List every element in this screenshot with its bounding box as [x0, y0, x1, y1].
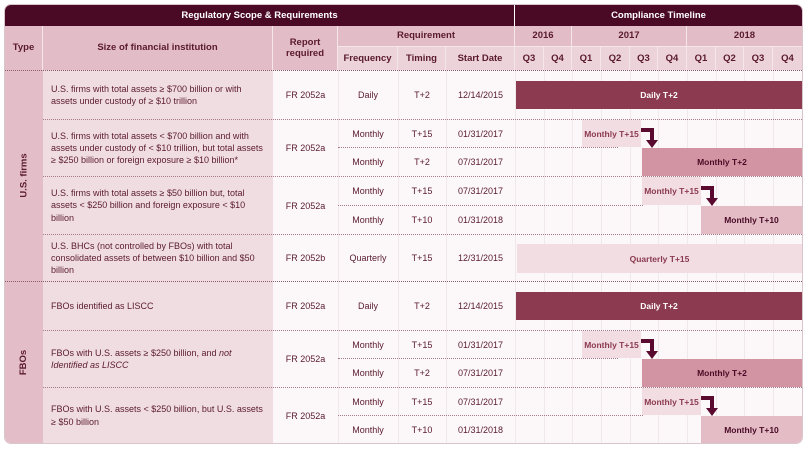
size-description: FBOs with U.S. assets < $250 billion, bu… [51, 404, 263, 427]
timeline-bar-monthly-t2: Monthly T+2 [642, 148, 802, 176]
quarter-header: Q4 [773, 47, 802, 70]
frequency: Monthly [352, 368, 384, 378]
timeline-bar-daily-t2: Daily T+2 [516, 81, 802, 109]
timing: T+2 [414, 157, 430, 167]
report-required: FR 2052a [285, 200, 326, 211]
size-description: FBOs with U.S. assets ≥ $250 billion, an… [51, 347, 232, 370]
timeline-bar-daily-t2: Daily T+2 [516, 292, 802, 320]
quarter-header: Q4 [658, 47, 687, 70]
timeline-title: Compliance Timeline [515, 5, 802, 26]
timing: T+10 [411, 424, 433, 435]
timing: T+2 [414, 368, 430, 378]
report-required: FR 2052a [285, 143, 326, 153]
frequency: Monthly [352, 128, 384, 139]
start-date: 12/14/2015 [457, 90, 504, 100]
quarter-header: Q3 [515, 47, 544, 70]
report-required: FR 2052a [285, 354, 326, 364]
frequency: Monthly [352, 215, 384, 225]
size-description: U.S. firms with total assets < $700 bill… [51, 130, 263, 166]
frequency: Monthly [352, 339, 384, 350]
frequency: Monthly [352, 424, 384, 435]
start-date: 01/31/2017 [457, 339, 504, 350]
timeline-bar-quarterly-t15: Quarterly T+15 [517, 244, 802, 273]
scope-title: Regulatory Scope & Requirements [5, 5, 515, 26]
year-2017: 2017 [572, 26, 687, 47]
timing: T+15 [411, 186, 433, 196]
timing: T+15 [411, 253, 433, 263]
transition-arrow-icon [641, 339, 658, 359]
quarter-header: Q1 [687, 47, 716, 70]
timeline-bar-monthly-t10: Monthly T+10 [701, 206, 802, 234]
timing-header: Timing [398, 47, 446, 70]
report-required: FR 2052a [285, 90, 326, 100]
type-us-firms: U.S. firms [18, 153, 30, 198]
quarter-header: Q3 [630, 47, 658, 70]
start-date: 01/31/2018 [457, 424, 504, 435]
year-2016: 2016 [515, 26, 572, 47]
quarter-header: Q4 [544, 47, 572, 70]
timing: T+10 [411, 215, 433, 225]
frequency: Monthly [352, 186, 384, 196]
compliance-table: Regulatory Scope & Requirements Complian… [5, 5, 802, 443]
quarter-header: Q2 [601, 47, 630, 70]
timing: T+15 [411, 128, 433, 139]
year-2018: 2018 [687, 26, 802, 47]
timeline-bar-monthly-t15: Monthly T+15 [582, 120, 641, 147]
timing: T+2 [414, 90, 430, 100]
timeline-bar-monthly-t15: Monthly T+15 [642, 388, 701, 415]
transition-arrow-icon [641, 128, 658, 148]
start-date: 07/31/2017 [457, 186, 504, 196]
start-date: 07/31/2017 [457, 157, 504, 167]
report-required-header: Report required [273, 26, 338, 70]
report-required: FR 2052b [285, 253, 326, 263]
report-required: FR 2052a [285, 410, 326, 421]
quarter-header: Q2 [716, 47, 744, 70]
start-date: 12/14/2015 [457, 301, 504, 311]
start-date: 12/31/2015 [457, 253, 504, 263]
size-header: Size of financial institution [43, 26, 273, 70]
type-header: Type [5, 26, 43, 70]
size-description: U.S. firms with total assets ≥ $50 billi… [51, 188, 246, 223]
quarter-header: Q1 [572, 47, 601, 70]
timeline-bar-monthly-t15: Monthly T+15 [582, 331, 641, 358]
requirement-header: Requirement [338, 26, 515, 47]
type-fbos: FBOs [18, 349, 30, 375]
size-column [43, 70, 273, 443]
frequency: Daily [357, 301, 378, 311]
report-required: FR 2052a [285, 301, 326, 311]
start-date: 01/31/2017 [457, 128, 504, 139]
frequency: Monthly [352, 396, 384, 407]
frequency: Monthly [352, 157, 384, 167]
start-date: 07/31/2017 [457, 396, 504, 407]
size-description: U.S. BHCs (not controlled by FBOs) with … [51, 240, 255, 276]
start-date: 01/31/2018 [457, 215, 504, 225]
frequency-header: Frequency [338, 47, 398, 70]
type-column [5, 70, 43, 443]
timing: T+15 [411, 396, 433, 407]
timing: T+15 [411, 339, 433, 350]
timeline-bar-monthly-t10: Monthly T+10 [701, 416, 802, 443]
size-description: FBOs identified as LISCC [51, 300, 154, 311]
transition-arrow-icon [701, 396, 718, 416]
size-description: U.S. firms with total assets ≥ $700 bill… [51, 83, 242, 106]
timeline-bar-monthly-t2: Monthly T+2 [642, 359, 802, 387]
transition-arrow-icon [701, 186, 718, 206]
timing: T+2 [414, 301, 430, 311]
frequency: Quarterly [349, 253, 387, 263]
start-date: 07/31/2017 [457, 368, 504, 378]
start-date-header: Start Date [446, 47, 515, 70]
quarter-header: Q3 [744, 47, 773, 70]
timeline-bar-monthly-t15: Monthly T+15 [642, 177, 701, 205]
frequency: Daily [357, 90, 378, 100]
